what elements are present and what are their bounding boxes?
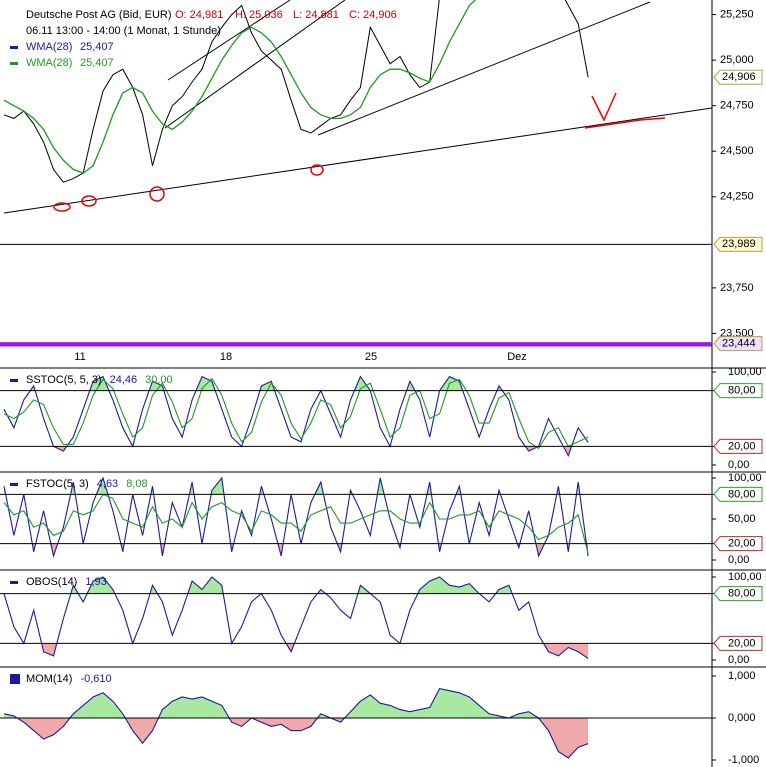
y-tick-label: 25,250 [720, 8, 754, 20]
y-tick-label: 0,000 [728, 712, 756, 724]
indicator-line [3, 377, 589, 450]
overbought-group [4, 688, 589, 718]
x-tick-label: 18 [220, 351, 232, 363]
legend-swatch [10, 674, 20, 684]
legend-swatch [10, 46, 18, 49]
y-tick-label: 80,00 [728, 588, 756, 600]
panel-name: OBOS(14) [26, 576, 77, 588]
ohlc: L: 24,881 [293, 9, 339, 21]
price-marker [713, 236, 763, 252]
y-tick-label: 80,00 [728, 488, 756, 500]
level-marker [713, 635, 763, 651]
price-line [3, 0, 477, 174]
legend-value: -0,610 [80, 673, 111, 685]
level-marker [713, 586, 763, 602]
y-tick-label: 100,00 [728, 571, 762, 583]
legend-value: 1,93 [85, 576, 106, 588]
legend-value: 25,407 [80, 57, 114, 69]
panel-name: SSTOC(5, 5, 3) [26, 374, 102, 386]
panel-name: FSTOC(5, 3) [26, 478, 89, 490]
indicator-panel [3, 576, 589, 659]
trendline [317, 1, 651, 136]
trendline [167, 0, 291, 81]
oversold-group [4, 446, 589, 456]
legend-swatch [10, 379, 18, 382]
y-tick-label: 50,00 [728, 513, 756, 525]
legend-swatch [10, 581, 18, 584]
indicator-panel [3, 476, 589, 558]
y-tick-label: 20,00 [728, 440, 756, 452]
legend-value: 25,407 [80, 41, 114, 53]
legend-swatch [10, 62, 18, 65]
title: Deutsche Post AG (Bid, EUR) [26, 9, 172, 21]
y-tick-label: 0,00 [728, 554, 749, 566]
legend-value: 4,63 [97, 478, 118, 490]
price-marker-label: 23,444 [722, 338, 756, 350]
ohlc: O: 24,981 [175, 9, 223, 21]
y-tick-label: 0,00 [728, 654, 749, 666]
level-marker [713, 536, 763, 552]
indicator-line [3, 476, 589, 558]
subtitle: 06.11 13:00 - 14:00 (1 Monat, 1 Stunde) [26, 25, 221, 37]
level-marker [713, 438, 763, 454]
y-tick-label: 24,500 [720, 145, 754, 157]
y-tick-label: 20,00 [728, 538, 756, 550]
indicator-line [3, 493, 589, 554]
trendline [3, 107, 712, 214]
indicator-panel [3, 375, 589, 458]
indicator-line [3, 687, 589, 759]
legend-value: 8,08 [126, 478, 147, 490]
panel-name: MOM(14) [26, 673, 72, 685]
y-tick-label: 1,000 [728, 670, 756, 682]
price-marker-label: 24,906 [722, 71, 756, 83]
indicator-panel [3, 687, 589, 759]
price-marker [713, 69, 763, 85]
annotations [53, 92, 666, 212]
y-tick-label: 23,750 [720, 282, 754, 294]
price-marker [713, 336, 763, 352]
y-tick-label: -1,000 [728, 754, 759, 766]
indicator-line [3, 375, 589, 458]
oversold-fill [4, 718, 589, 758]
price-panel [3, 0, 712, 214]
overbought-fill [4, 577, 589, 594]
y-tick-label: 0,00 [728, 459, 749, 471]
y-tick-label: 20,00 [728, 637, 756, 649]
price-line [3, 0, 589, 183]
y-tick-label: 100,00 [728, 472, 762, 484]
legend-name: WMA(28) [26, 57, 72, 69]
legend-name: WMA(28) [26, 41, 72, 53]
y-tick-label: 100,00 [728, 366, 762, 378]
overbought-group [4, 577, 589, 594]
x-tick-label: Dez [507, 351, 527, 363]
indicator-line [3, 576, 589, 659]
ohlc: C: 24,906 [349, 9, 397, 21]
ohlc: H: 25,036 [235, 9, 283, 21]
legend-swatch [10, 483, 18, 486]
legend-value: 30,00 [145, 374, 173, 386]
legend-value: 24,46 [110, 374, 138, 386]
y-tick-label: 25,000 [720, 54, 754, 66]
x-tick-label: 25 [365, 351, 377, 363]
price-marker-label: 23,989 [722, 238, 756, 250]
y-tick-label: 24,250 [720, 191, 754, 203]
y-tick-label: 80,00 [728, 385, 756, 397]
oversold-group [4, 718, 589, 758]
y-tick-label: 24,750 [720, 100, 754, 112]
level-marker [713, 383, 763, 399]
x-tick-label: 11 [74, 351, 85, 363]
overbought-fill [4, 688, 589, 718]
oversold-fill [4, 446, 589, 456]
level-marker [713, 486, 763, 502]
